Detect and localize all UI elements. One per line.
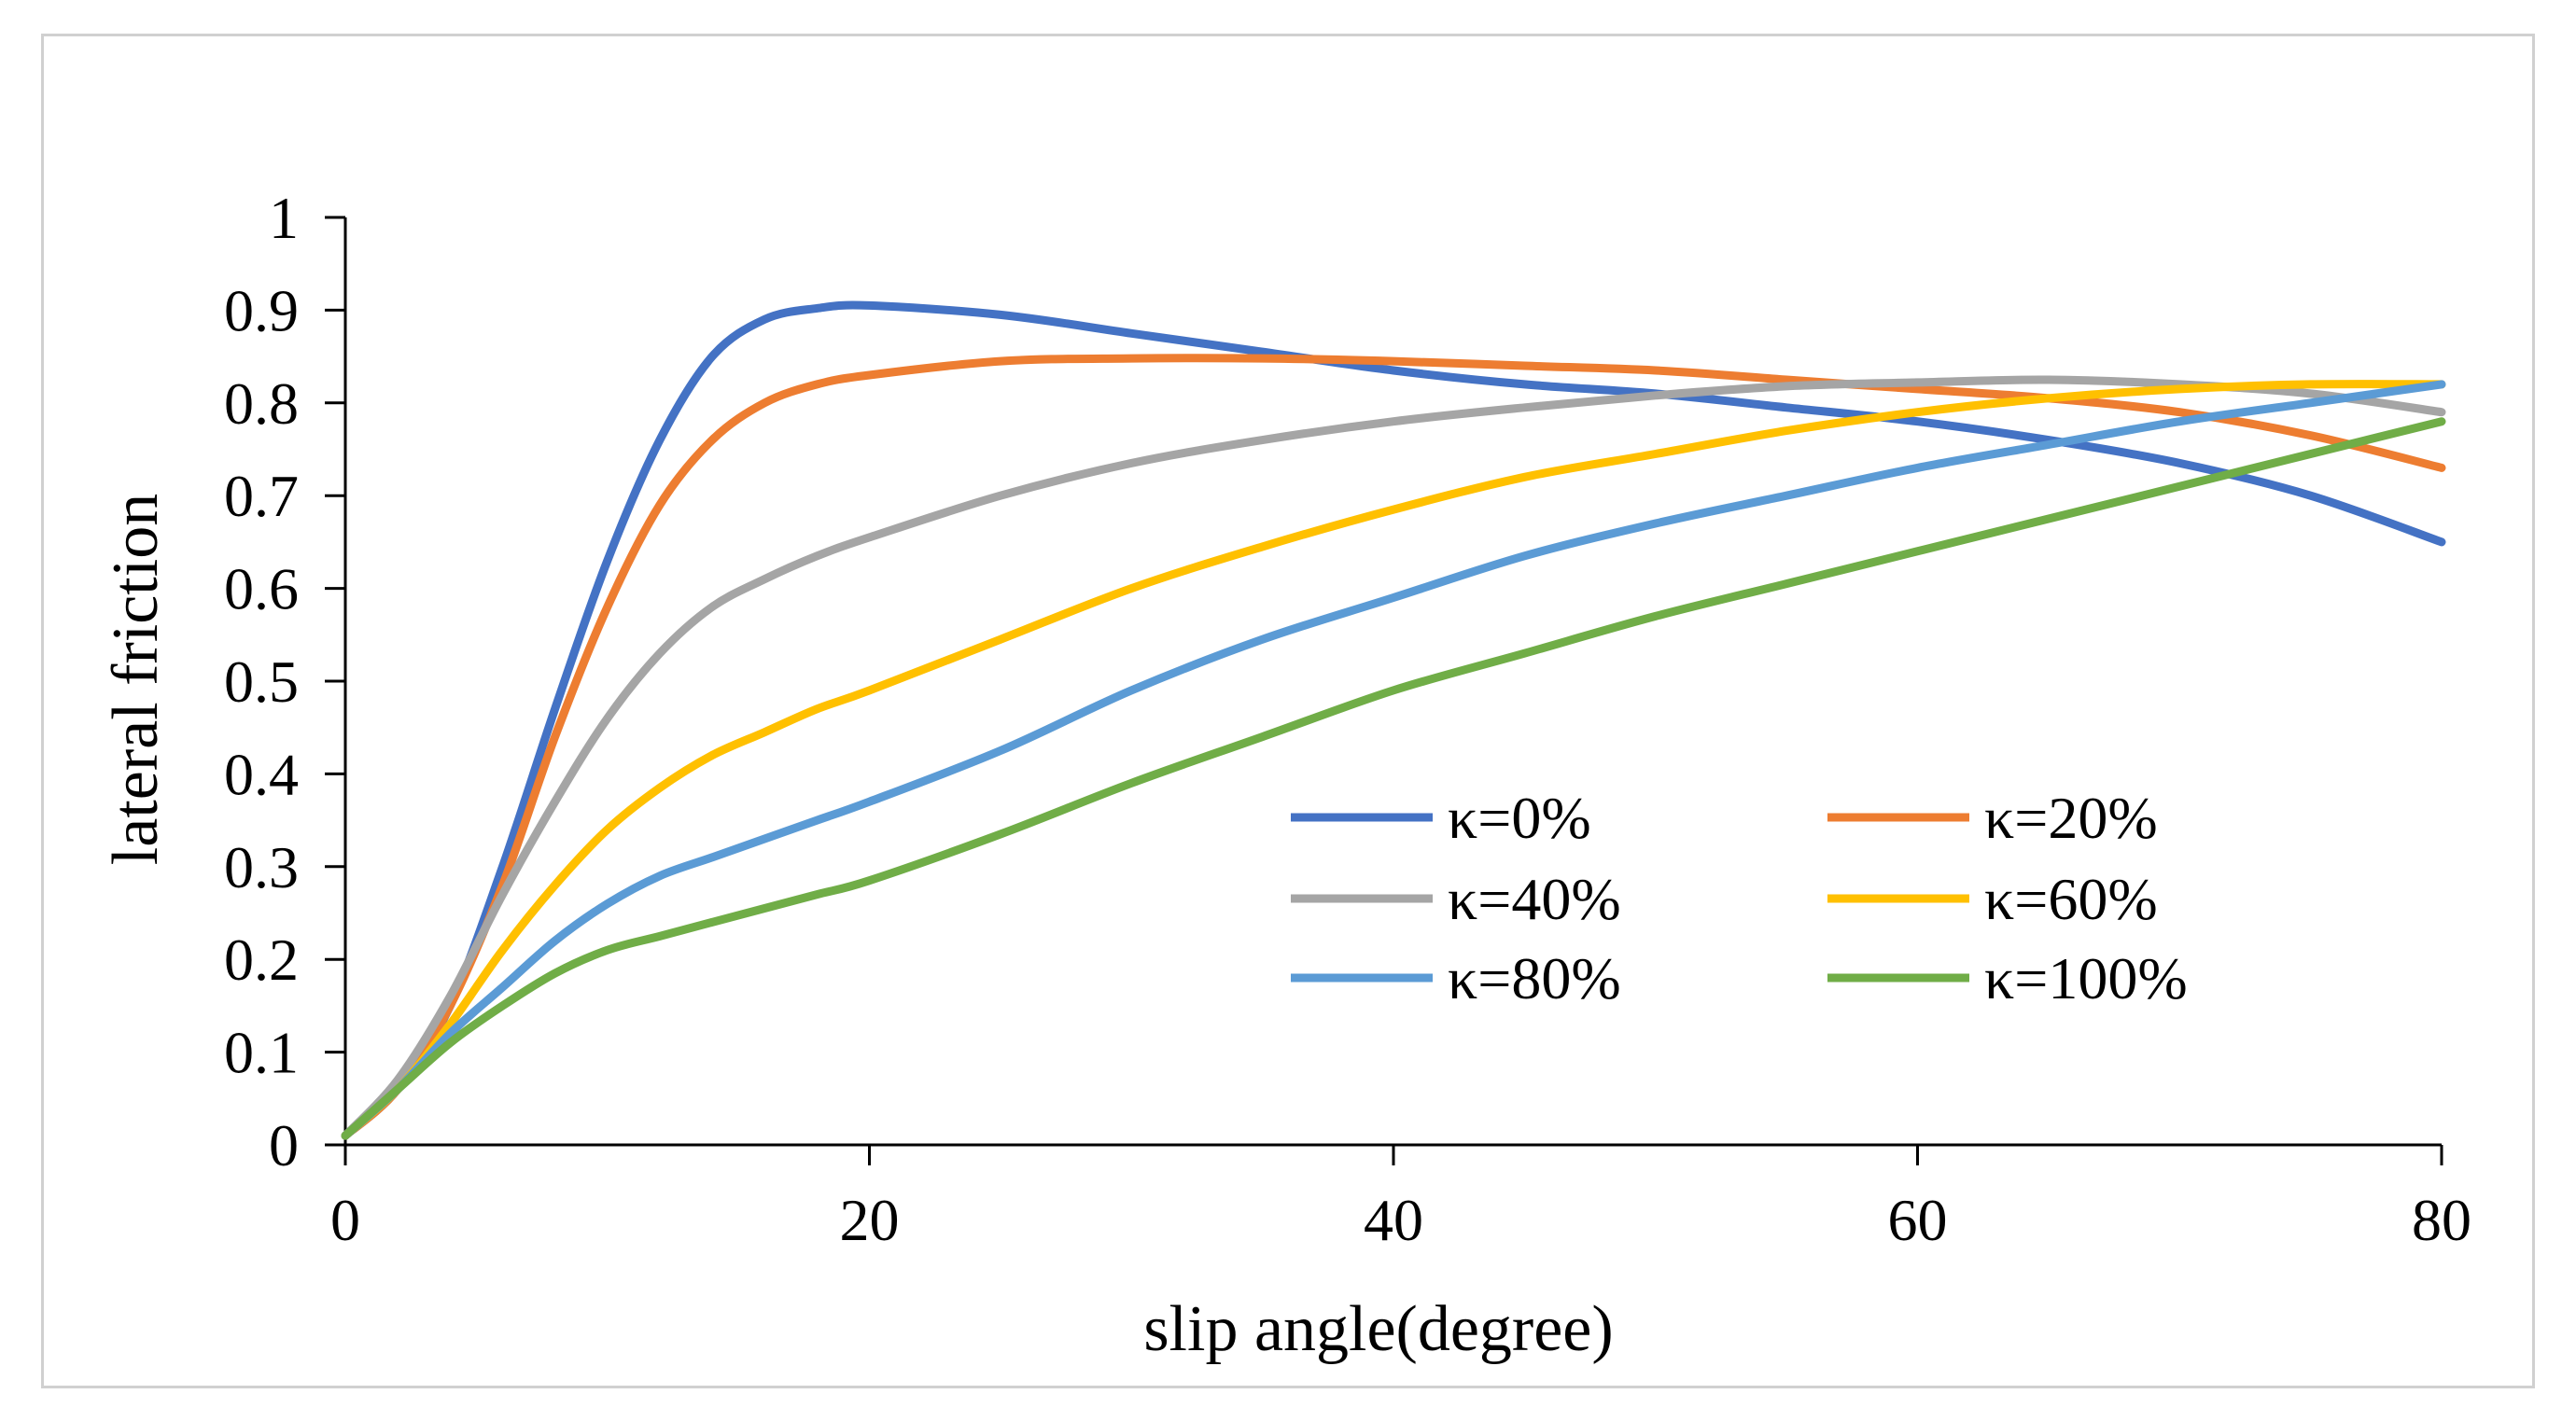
x-tick-label: 40 (1364, 1187, 1423, 1253)
x-tick-label: 60 (1888, 1187, 1948, 1253)
y-axis-title: lateral friction (100, 494, 172, 865)
y-tick-label: 0 (269, 1112, 299, 1178)
x-tick-label: 20 (840, 1187, 900, 1253)
y-tick-label: 0.3 (224, 834, 299, 900)
legend-label-6: κ=100% (1984, 945, 2188, 1011)
legend-label-2: κ=20% (1984, 785, 2158, 851)
y-tick-label: 0.4 (224, 741, 299, 807)
series-line-3 (341, 375, 2446, 1140)
series-lines (341, 300, 2446, 1140)
x-tick-label: 80 (2412, 1187, 2471, 1253)
legend: κ=0% κ=20% κ=40% κ=60% κ=80% κ=100% (1291, 785, 2188, 1011)
legend-label-5: κ=80% (1448, 945, 1621, 1011)
y-tick-label: 0.9 (224, 277, 299, 343)
chart-frame (41, 34, 2535, 1388)
x-axis-title: slip angle(degree) (1143, 1293, 1613, 1365)
series-line-6 (341, 417, 2446, 1140)
x-tick-label: 0 (330, 1187, 360, 1253)
y-tick-label: 0.6 (224, 556, 299, 622)
y-tick-label: 0.8 (224, 370, 299, 437)
legend-label-4: κ=60% (1984, 866, 2158, 932)
axes: 0 20 40 60 80 0 0.1 0.2 0.3 0.4 0.5 0.6 0.7 0.8 0.9 1 (224, 185, 2471, 1253)
y-tick-label: 0.5 (224, 648, 299, 715)
series-line-5 (341, 380, 2446, 1140)
y-tick-label: 1 (269, 185, 299, 251)
legend-label-1: κ=0% (1448, 785, 1591, 851)
series-line-2 (341, 354, 2446, 1140)
y-tick-label: 0.7 (224, 463, 299, 529)
series-line-4 (341, 380, 2446, 1140)
legend-label-3: κ=40% (1448, 866, 1621, 932)
series-line-1 (341, 300, 2446, 1140)
y-tick-label: 0.1 (224, 1020, 299, 1086)
y-tick-label: 0.2 (224, 927, 299, 993)
